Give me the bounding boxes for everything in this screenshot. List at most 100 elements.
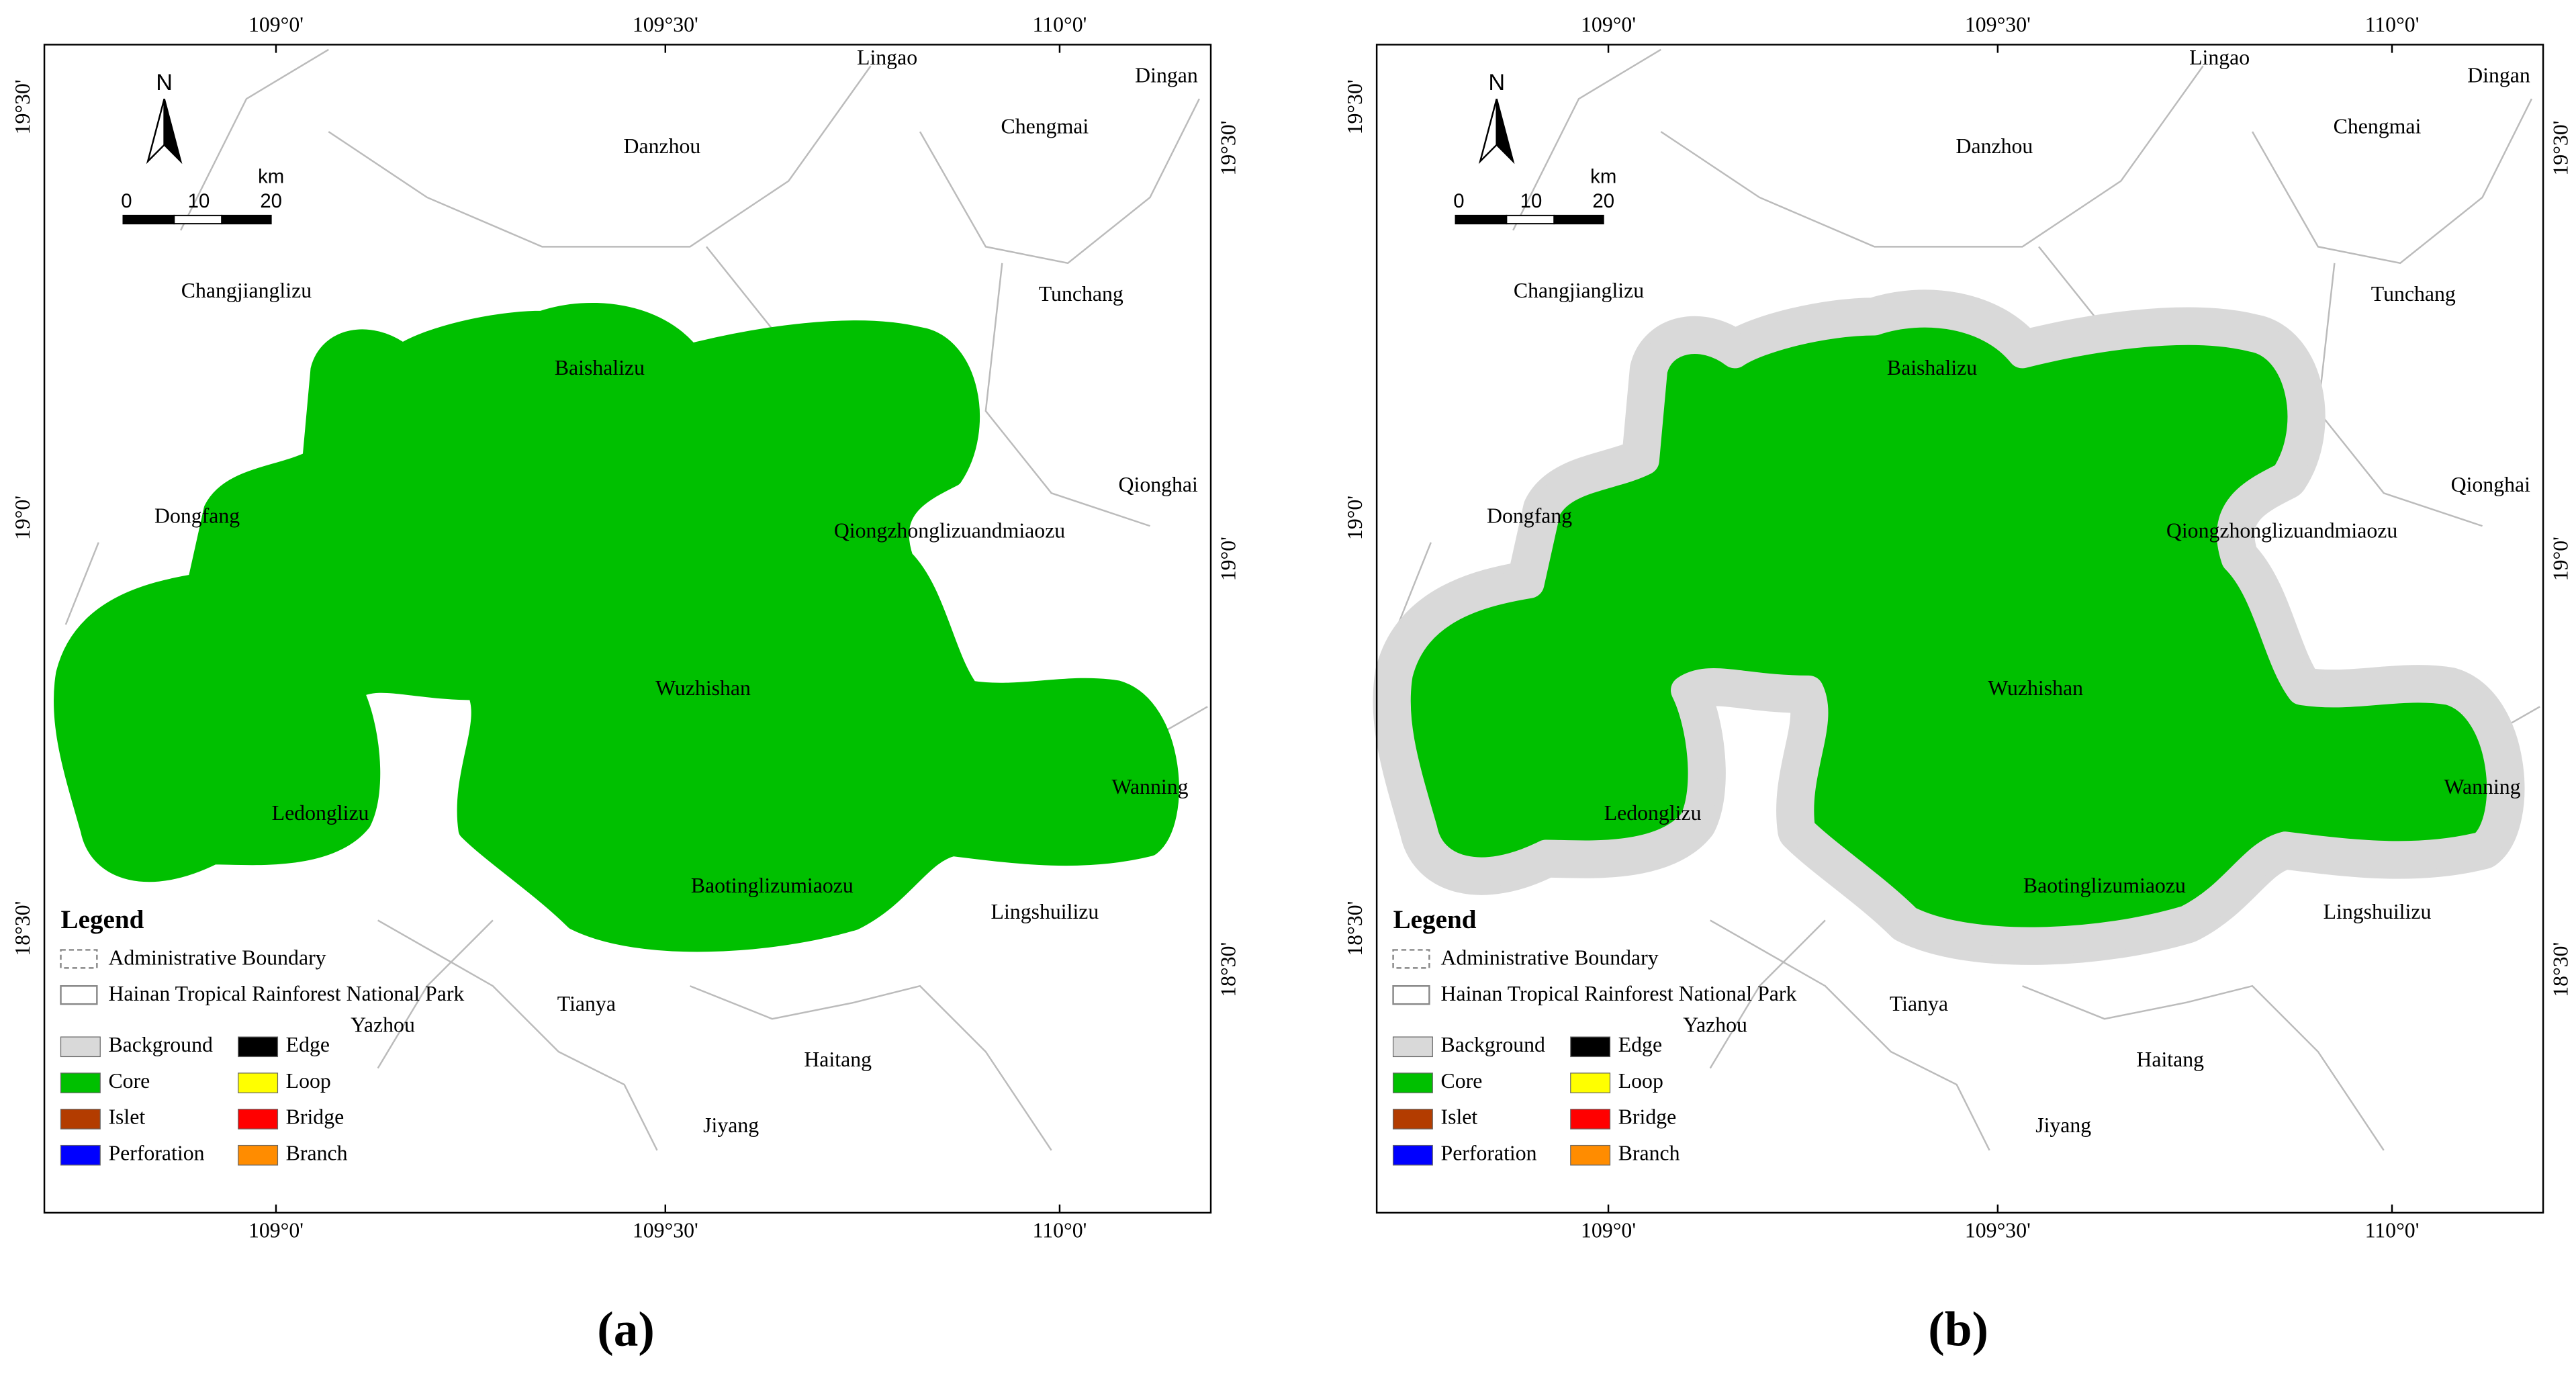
lat-label: 18°30' xyxy=(1217,942,1240,997)
legend-label: Loop xyxy=(1618,1069,1663,1093)
north-label: N xyxy=(156,70,173,95)
place-name: Tianya xyxy=(557,992,616,1015)
legend-label: Administrative Boundary xyxy=(1441,946,1659,969)
map-frame xyxy=(1375,44,2544,1214)
place-name: Qiongzhonglizuandmiaozu xyxy=(2166,518,2397,542)
scale-unit: km xyxy=(258,165,284,187)
place-name: Chengmai xyxy=(1001,115,1089,138)
map-panel: 109°0' 109°0' 109°30' 109°30' 110°0' 110°0' 19… xyxy=(11,13,1240,1357)
place-name: Ledonglizu xyxy=(1604,801,1702,825)
lat-label: 19°30' xyxy=(1217,121,1240,176)
legend-swatch xyxy=(1392,1072,1433,1093)
legend-swatch xyxy=(60,1109,101,1130)
lon-label: 110°0' xyxy=(2365,1219,2420,1242)
legend-swatch xyxy=(1392,985,1430,1005)
place-name: Chengmai xyxy=(2334,115,2422,138)
legend-label: Bridge xyxy=(286,1105,344,1129)
legend-label: Branch xyxy=(286,1142,348,1165)
legend-label: Core xyxy=(108,1069,150,1093)
place-name: Ledonglizu xyxy=(272,801,369,825)
lat-label: 19°0' xyxy=(1343,496,1367,540)
lon-label: 109°30' xyxy=(1965,1219,2031,1242)
scale-label: 10 xyxy=(1520,190,1543,212)
place-name: Baishalizu xyxy=(1887,356,1977,379)
scale-bar xyxy=(1455,214,1508,225)
legend-label: Loop xyxy=(286,1069,331,1093)
legend-label: Administrative Boundary xyxy=(108,946,326,969)
scale-label: 20 xyxy=(1592,190,1614,212)
lat-label: 19°30' xyxy=(1343,79,1367,134)
lat-label: 19°0' xyxy=(11,496,34,540)
legend-label: Background xyxy=(108,1033,213,1056)
legend-label: Edge xyxy=(1618,1033,1662,1056)
legend-swatch xyxy=(1570,1109,1611,1130)
place-name: Haitang xyxy=(2136,1048,2204,1071)
scale-bar xyxy=(122,214,175,225)
place-name: Baotinglizumiaozu xyxy=(2023,874,2186,897)
lon-label: 110°0' xyxy=(1033,13,1087,36)
place-name: Yazhou xyxy=(351,1013,415,1037)
place-name: Changjianglizu xyxy=(1514,279,1644,302)
legend-swatch xyxy=(60,985,98,1005)
place-name: Changjianglizu xyxy=(181,279,312,302)
place-name: Wanning xyxy=(2444,775,2521,798)
legend-swatch xyxy=(60,1144,101,1166)
north-label: N xyxy=(1488,70,1505,95)
legend-label: Core xyxy=(1441,1069,1483,1093)
place-name: Qiongzhonglizuandmiaozu xyxy=(834,518,1065,542)
legend-swatch xyxy=(1392,1144,1433,1166)
place-name: Baotinglizumiaozu xyxy=(691,874,854,897)
lat-label: 18°30' xyxy=(2549,942,2573,997)
place-name: Lingshuilizu xyxy=(991,900,1099,923)
place-name: Wuzhishan xyxy=(655,676,751,700)
place-name: Baishalizu xyxy=(555,356,645,379)
scale-bar xyxy=(1506,214,1555,225)
lon-label: 109°0' xyxy=(1581,1219,1636,1242)
place-name: Wanning xyxy=(1111,775,1188,798)
legend-swatch xyxy=(60,949,98,969)
legend-swatch xyxy=(238,1036,279,1058)
legend-label: Background xyxy=(1441,1033,1546,1056)
lon-label: 109°30' xyxy=(1965,13,2031,36)
lat-label: 19°0' xyxy=(2549,537,2573,581)
place-name: Tunchang xyxy=(2371,282,2456,306)
place-name: Danzhou xyxy=(624,134,701,158)
legend-swatch xyxy=(1392,1036,1433,1058)
north-arrow xyxy=(1496,98,1515,165)
map-panel: 109°0' 109°0' 109°30' 109°30' 110°0' 110°0' 19… xyxy=(1343,13,2573,1357)
legend-swatch xyxy=(1392,949,1430,969)
lon-label: 109°0' xyxy=(248,13,304,36)
place-name: Danzhou xyxy=(1956,134,2033,158)
place-name: Lingao xyxy=(857,46,917,69)
panel-label: (b) xyxy=(1928,1302,1988,1357)
place-name: Dingan xyxy=(1135,64,1198,87)
lon-label: 110°0' xyxy=(1033,1219,1087,1242)
scale-bar xyxy=(1553,214,1604,225)
legend-label: Hainan Tropical Rainforest National Park xyxy=(108,982,464,1005)
legend-swatch xyxy=(1392,1109,1433,1130)
place-name: Dingan xyxy=(2467,64,2530,87)
lon-label: 109°0' xyxy=(1581,13,1636,36)
legend-swatch xyxy=(60,1036,101,1058)
north-arrow xyxy=(163,98,183,165)
scale-label: 20 xyxy=(260,190,282,212)
scale-unit: km xyxy=(1590,165,1616,187)
legend-swatch xyxy=(238,1109,279,1130)
place-name: Jiyang xyxy=(2035,1113,2091,1137)
lon-label: 109°30' xyxy=(633,1219,698,1242)
lon-label: 109°30' xyxy=(633,13,698,36)
place-name: Lingshuilizu xyxy=(2324,900,2432,923)
place-name: Wuzhishan xyxy=(1988,676,2083,700)
place-name: Qionghai xyxy=(1119,473,1199,496)
lat-label: 19°30' xyxy=(11,79,34,134)
scale-bar xyxy=(173,214,223,225)
lat-label: 19°30' xyxy=(2549,121,2573,176)
legend-title: Legend xyxy=(61,905,144,934)
scale-bar xyxy=(221,214,272,225)
place-name: Yazhou xyxy=(1683,1013,1747,1037)
legend-label: Islet xyxy=(108,1105,145,1129)
legend-label: Bridge xyxy=(1618,1105,1677,1129)
legend-label: Perforation xyxy=(108,1142,204,1165)
